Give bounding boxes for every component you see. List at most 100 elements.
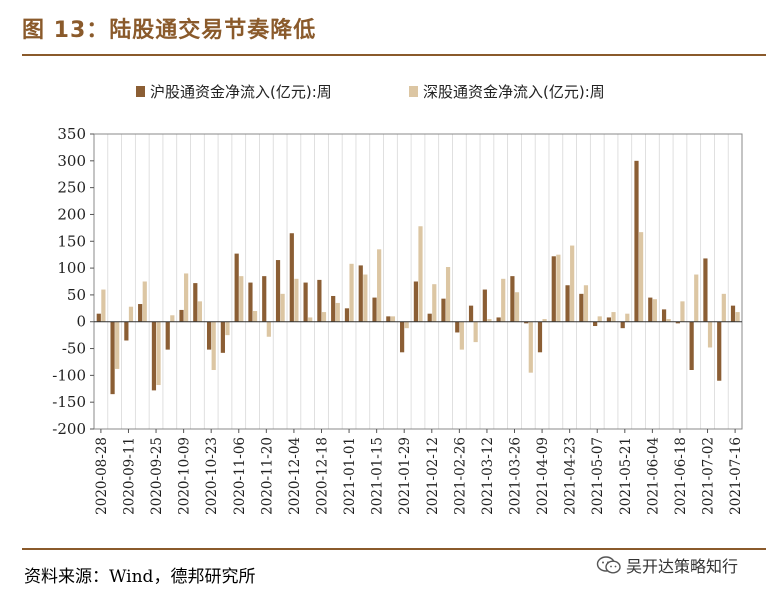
bar-sz bbox=[528, 321, 533, 373]
x-tick-label: 2021-02-26 bbox=[452, 437, 468, 515]
bar-sh bbox=[206, 321, 212, 350]
bar-sh bbox=[275, 260, 281, 322]
bar-sh bbox=[372, 297, 377, 322]
wechat-icon bbox=[596, 556, 621, 574]
bar-sh bbox=[620, 321, 625, 329]
bar-sh bbox=[648, 297, 653, 322]
y-tick-label: 0 bbox=[76, 313, 86, 331]
bar-sz bbox=[459, 321, 464, 350]
bar-sz bbox=[487, 319, 492, 322]
bar-sz bbox=[735, 312, 740, 322]
legend-label: 沪股通资金净流入(亿元):周 bbox=[150, 83, 332, 101]
y-tick-label: -50 bbox=[62, 340, 86, 358]
y-tick-label: 200 bbox=[57, 205, 86, 223]
bar-sh bbox=[344, 308, 350, 322]
watermark-text: 吴开达策略知行 bbox=[626, 557, 739, 576]
bar-sz bbox=[101, 289, 106, 322]
bar-sz bbox=[652, 299, 657, 322]
bar-sz bbox=[583, 285, 589, 322]
bar-sh bbox=[413, 281, 418, 322]
figure-title: 图 13：陆股通交易节奏降低 bbox=[22, 18, 317, 43]
bar-sz bbox=[377, 249, 382, 322]
bar-sh bbox=[593, 321, 598, 327]
bar-sh bbox=[331, 295, 336, 322]
bar-sh bbox=[482, 289, 487, 322]
y-tick-label: 350 bbox=[57, 125, 86, 143]
y-tick-label: -200 bbox=[52, 420, 86, 438]
y-tick-label: 250 bbox=[57, 179, 86, 197]
bar-sh bbox=[703, 258, 708, 322]
bar-sh bbox=[510, 276, 515, 322]
source-note: 资料来源：Wind，德邦研究所 bbox=[24, 567, 256, 587]
x-tick-label: 2020-08-28 bbox=[94, 437, 110, 515]
bar-sz bbox=[335, 302, 340, 322]
bar-sh bbox=[262, 276, 267, 322]
y-tick-label: -150 bbox=[52, 393, 86, 411]
bar-sz bbox=[252, 311, 258, 322]
bar-sz bbox=[211, 321, 216, 370]
y-tick-label: -100 bbox=[52, 366, 86, 384]
bar-sz bbox=[666, 319, 671, 322]
bar-sh bbox=[441, 298, 446, 322]
bar-sz bbox=[639, 232, 644, 322]
x-tick-label: 2021-03-26 bbox=[508, 437, 524, 515]
bar-sz bbox=[363, 274, 368, 322]
chart-axes: 350 300 250 200 150 100 50 0 -50 -100 -150 -200 2020… bbox=[52, 125, 744, 515]
bar-sh bbox=[124, 321, 129, 341]
chart-grid bbox=[107, 134, 729, 429]
bar-sz bbox=[570, 245, 575, 322]
bar-sh bbox=[220, 321, 225, 353]
bar-sh bbox=[717, 321, 722, 381]
bar-sz bbox=[184, 273, 189, 322]
bar-sh bbox=[151, 321, 157, 391]
bar-sz bbox=[280, 293, 285, 322]
legend-swatch bbox=[409, 86, 418, 97]
x-tick-label: 2021-06-18 bbox=[673, 437, 689, 515]
bar-sz bbox=[473, 321, 478, 343]
bar-sh bbox=[730, 305, 736, 322]
x-tick-label: 2020-10-09 bbox=[177, 437, 193, 515]
bar-sz bbox=[418, 226, 423, 322]
y-tick-label: 300 bbox=[57, 152, 86, 170]
bar-sh bbox=[110, 321, 115, 395]
x-tick-label: 2021-03-12 bbox=[480, 437, 496, 515]
bar-sh bbox=[303, 282, 308, 322]
bar-sz bbox=[680, 301, 685, 322]
bar-sh bbox=[96, 313, 101, 322]
x-tick-label: 2020-12-18 bbox=[315, 437, 331, 515]
bar-sz bbox=[432, 284, 437, 322]
footer-rule bbox=[22, 548, 766, 550]
bar-sh bbox=[427, 313, 432, 322]
bar-sz bbox=[308, 317, 313, 322]
bar-sz bbox=[514, 292, 520, 322]
bar-sz bbox=[349, 263, 354, 322]
bar-sh bbox=[606, 317, 612, 322]
x-tick-label: 2020-10-23 bbox=[204, 437, 220, 515]
title-rule bbox=[22, 54, 766, 56]
bar-sh bbox=[689, 321, 694, 370]
x-tick-label: 2021-05-21 bbox=[618, 437, 634, 515]
legend-swatch bbox=[136, 86, 145, 97]
bar-sh bbox=[317, 279, 322, 322]
bar-sz bbox=[707, 321, 713, 348]
bar-sh bbox=[138, 304, 143, 322]
y-tick-label: 50 bbox=[67, 286, 86, 304]
chart: 沪股通资金净流入(亿元):周 深股通资金净流入(亿元):周 350 300 250 20… bbox=[52, 83, 744, 515]
x-tick-label: 2021-07-02 bbox=[701, 437, 717, 515]
bar-sz bbox=[197, 301, 202, 322]
x-tick-label: 2021-01-29 bbox=[397, 437, 413, 515]
bar-sz bbox=[597, 316, 602, 322]
legend-label: 深股通资金净流入(亿元):周 bbox=[423, 83, 605, 101]
x-tick-label: 2021-04-09 bbox=[535, 437, 551, 515]
bar-sz bbox=[445, 267, 451, 322]
watermark: 吴开达策略知行 bbox=[596, 553, 738, 577]
x-tick-label: 2021-02-12 bbox=[425, 437, 441, 515]
bar-sz bbox=[404, 321, 409, 329]
bar-sh bbox=[386, 316, 391, 322]
bar-sz bbox=[266, 321, 271, 337]
bar-sz bbox=[390, 316, 396, 322]
y-tick-label: 150 bbox=[57, 232, 86, 250]
bar-sz bbox=[128, 306, 134, 322]
bar-sz bbox=[239, 276, 244, 322]
y-tick-label: 100 bbox=[57, 259, 86, 277]
